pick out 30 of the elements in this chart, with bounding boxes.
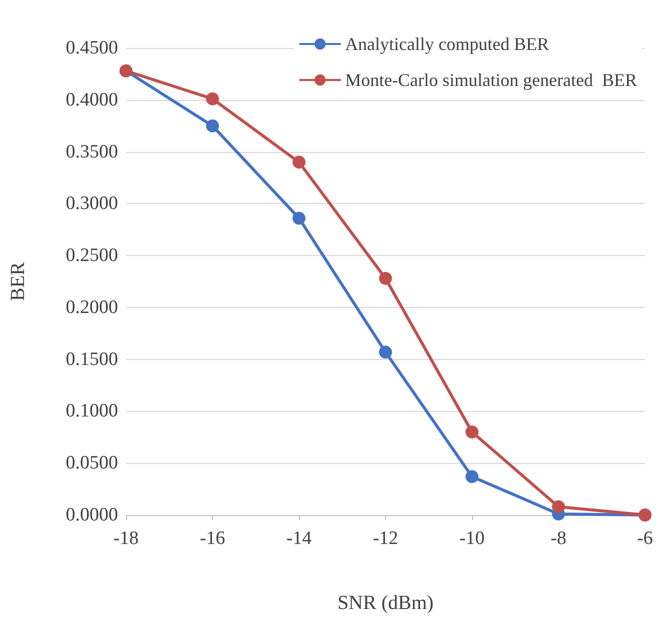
point <box>379 272 392 285</box>
x-tick-label: -12 <box>372 528 398 549</box>
x-tick-label: -16 <box>200 528 226 549</box>
y-tick-label: 0.2000 <box>66 296 118 318</box>
y-tick-label: 0.3000 <box>66 193 118 214</box>
y-tick-label: 0.1500 <box>66 348 118 370</box>
x-tick-label: -6 <box>637 528 653 549</box>
legend-label: Monte-Carlo simulation generated BER <box>345 70 637 90</box>
y-tick-label: 0.0000 <box>66 504 118 526</box>
y-tick-label: 0.2500 <box>66 245 118 266</box>
y-tick-label: 0.4000 <box>66 89 118 110</box>
point <box>206 92 219 106</box>
point <box>292 212 306 225</box>
point <box>466 470 478 484</box>
y-axis-title: BER <box>7 261 29 301</box>
y-tick-label: 0.1000 <box>66 400 118 422</box>
x-tick-label: -18 <box>113 528 139 549</box>
point <box>292 156 306 169</box>
x-tick-label: -8 <box>550 528 566 549</box>
y-tick-label: 0.4500 <box>66 38 118 58</box>
x-tick-label: -14 <box>286 528 312 549</box>
point <box>206 119 219 132</box>
y-tick-label: 0.3500 <box>66 141 118 162</box>
point <box>466 425 478 438</box>
point <box>552 500 565 514</box>
x-axis-title: SNR (dBm) <box>337 592 434 614</box>
y-tick-label: 0.0500 <box>66 452 118 474</box>
point <box>379 346 392 359</box>
x-tick-label: -10 <box>459 528 485 549</box>
legend-label: Analytically computed BER <box>345 34 550 54</box>
